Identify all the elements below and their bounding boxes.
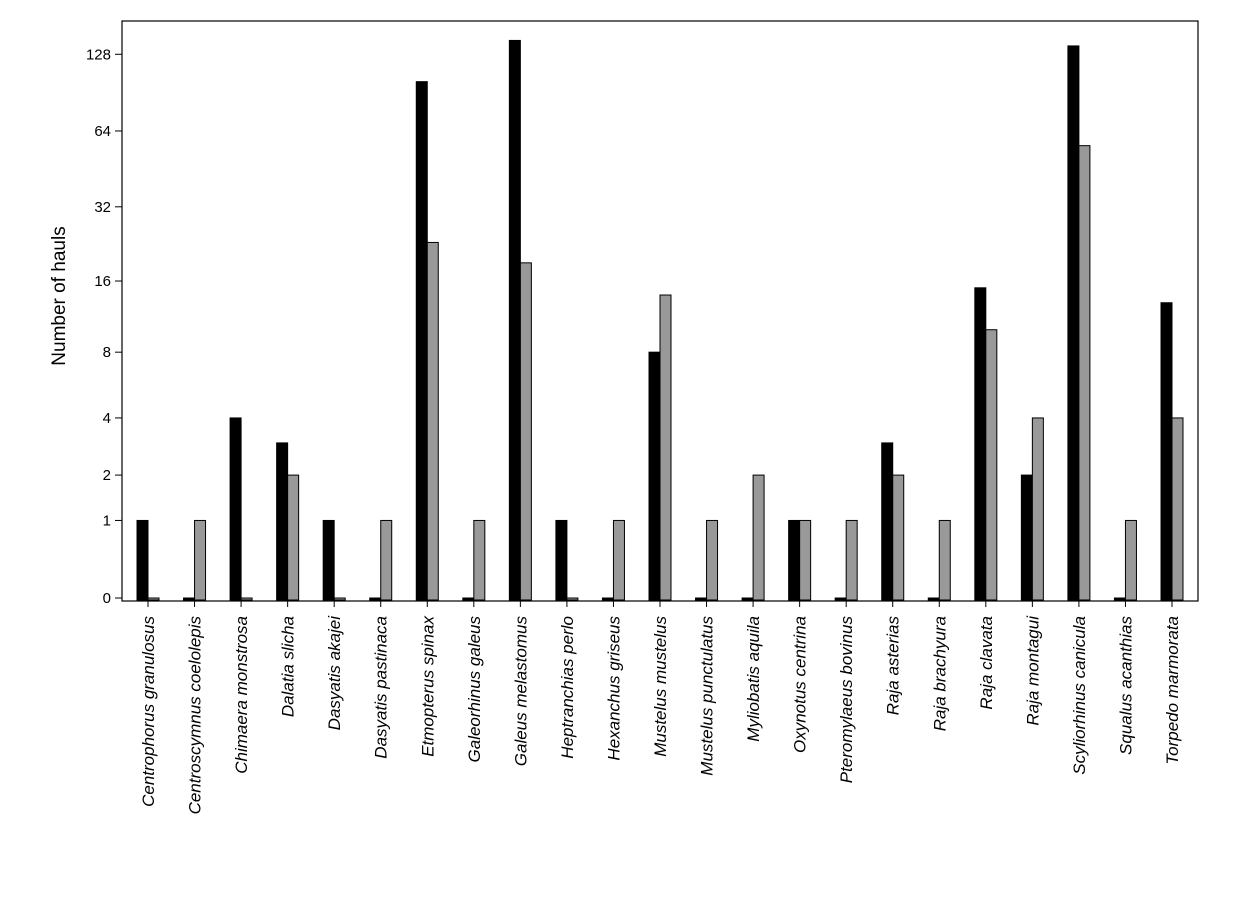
bar-s1-5 (369, 597, 382, 601)
x-tick-label-9: Heptranchias perlo (558, 616, 577, 759)
bar-s1-17 (927, 597, 940, 601)
x-tick-label-19: Raja montagui (1023, 615, 1042, 726)
x-tick-label-20: Scyliorhinus canicula (1070, 616, 1089, 775)
bar-s2-1 (194, 519, 207, 601)
x-tick-label-6: Etmopterus spinax (418, 616, 437, 757)
x-tick-label-17: Raja brachyura (930, 616, 949, 731)
x-tick-label-8: Galeus melastomus (511, 616, 530, 767)
bar-s2-9 (566, 597, 579, 601)
x-tick-label-12: Mustelus punctulatus (698, 616, 717, 776)
x-tick-label-15: Pteromylaeus bovinus (837, 616, 856, 784)
bar-s1-21 (1113, 597, 1126, 601)
bar-s1-11 (648, 351, 661, 601)
y-tick-label-0: 0 (103, 590, 111, 607)
x-tick-label-7: Galeorhinus galeus (465, 616, 484, 763)
bar-s1-18 (974, 287, 987, 601)
x-tick-label-18: Raja clavata (977, 616, 996, 710)
bar-s2-15 (845, 519, 858, 601)
y-tick-label-5: 16 (94, 273, 111, 290)
bar-s1-9 (555, 519, 568, 601)
x-tick-label-22: Torpedo marmorata (1163, 616, 1182, 765)
bar-s2-4 (333, 597, 346, 601)
bar-s1-22 (1160, 302, 1173, 601)
x-tick-label-13: Myliobatis aquila (744, 616, 763, 742)
bar-s1-6 (415, 81, 428, 601)
x-tick-label-2: Chimaera monstrosa (232, 616, 251, 774)
bar-s2-8 (519, 262, 532, 601)
bar-s2-10 (612, 519, 625, 601)
bar-s2-2 (240, 597, 253, 601)
y-axis-title: Number of hauls (49, 226, 70, 366)
bar-s2-6 (426, 241, 439, 601)
x-axis: Centrophorus granulosus Centroscymnus coe… (139, 600, 1182, 814)
bar-s1-19 (1020, 474, 1033, 601)
y-tick-label-4: 8 (103, 344, 111, 361)
bar-s1-16 (881, 442, 894, 601)
bar-s2-12 (706, 519, 719, 601)
bar-s1-2 (229, 417, 242, 601)
x-tick-label-16: Raja asterias (884, 616, 903, 716)
x-tick-label-14: Oxynotus centrina (791, 616, 810, 753)
x-tick-label-3: Dalatia slicha (279, 616, 298, 717)
bar-s2-13 (752, 474, 765, 601)
bar-s2-20 (1078, 145, 1091, 601)
bar-s2-3 (287, 474, 300, 601)
bar-s2-0 (147, 597, 160, 601)
bar-s2-18 (985, 329, 998, 601)
x-tick-label-5: Dasyatis pastinaca (372, 616, 391, 759)
x-tick-label-0: Centrophorus granulosus (139, 616, 158, 807)
x-tick-label-4: Dasyatis akajei (325, 615, 344, 731)
bar-s2-19 (1031, 417, 1044, 601)
bar-s1-13 (741, 597, 754, 601)
bar-s1-12 (695, 597, 708, 601)
bar-s2-16 (892, 474, 905, 601)
bar-s2-7 (473, 519, 486, 601)
y-axis: 0 1 2 4 8 16 32 64 128 (86, 46, 122, 607)
bar-s2-14 (799, 519, 812, 601)
bar-s2-11 (659, 294, 672, 601)
bars (136, 39, 1184, 601)
bar-s1-15 (834, 597, 847, 601)
bar-s1-8 (508, 39, 521, 601)
y-tick-label-3: 4 (103, 410, 111, 427)
bar-s1-3 (276, 442, 289, 601)
bar-s1-14 (788, 519, 801, 601)
bar-s2-5 (380, 519, 393, 601)
y-tick-label-8: 128 (86, 46, 111, 63)
bar-s2-22 (1171, 417, 1184, 601)
y-tick-label-6: 32 (94, 199, 111, 216)
y-tick-label-1: 1 (103, 512, 111, 529)
bar-s2-17 (938, 519, 951, 601)
bar-s1-7 (462, 597, 475, 601)
bar-s1-4 (322, 519, 335, 601)
bar-s1-0 (136, 519, 149, 601)
bar-s2-21 (1124, 519, 1137, 601)
bar-s1-20 (1067, 45, 1080, 601)
bar-s1-1 (183, 597, 196, 601)
y-tick-label-7: 64 (94, 123, 111, 140)
y-tick-label-2: 2 (103, 467, 111, 484)
x-tick-label-10: Hexanchus griseus (604, 616, 623, 761)
x-tick-label-1: Centroscymnus coelolepis (186, 616, 205, 815)
x-tick-label-11: Mustelus mustelus (651, 616, 670, 757)
x-tick-label-21: Squalus acanthias (1116, 616, 1135, 755)
bar-s1-10 (601, 597, 614, 601)
